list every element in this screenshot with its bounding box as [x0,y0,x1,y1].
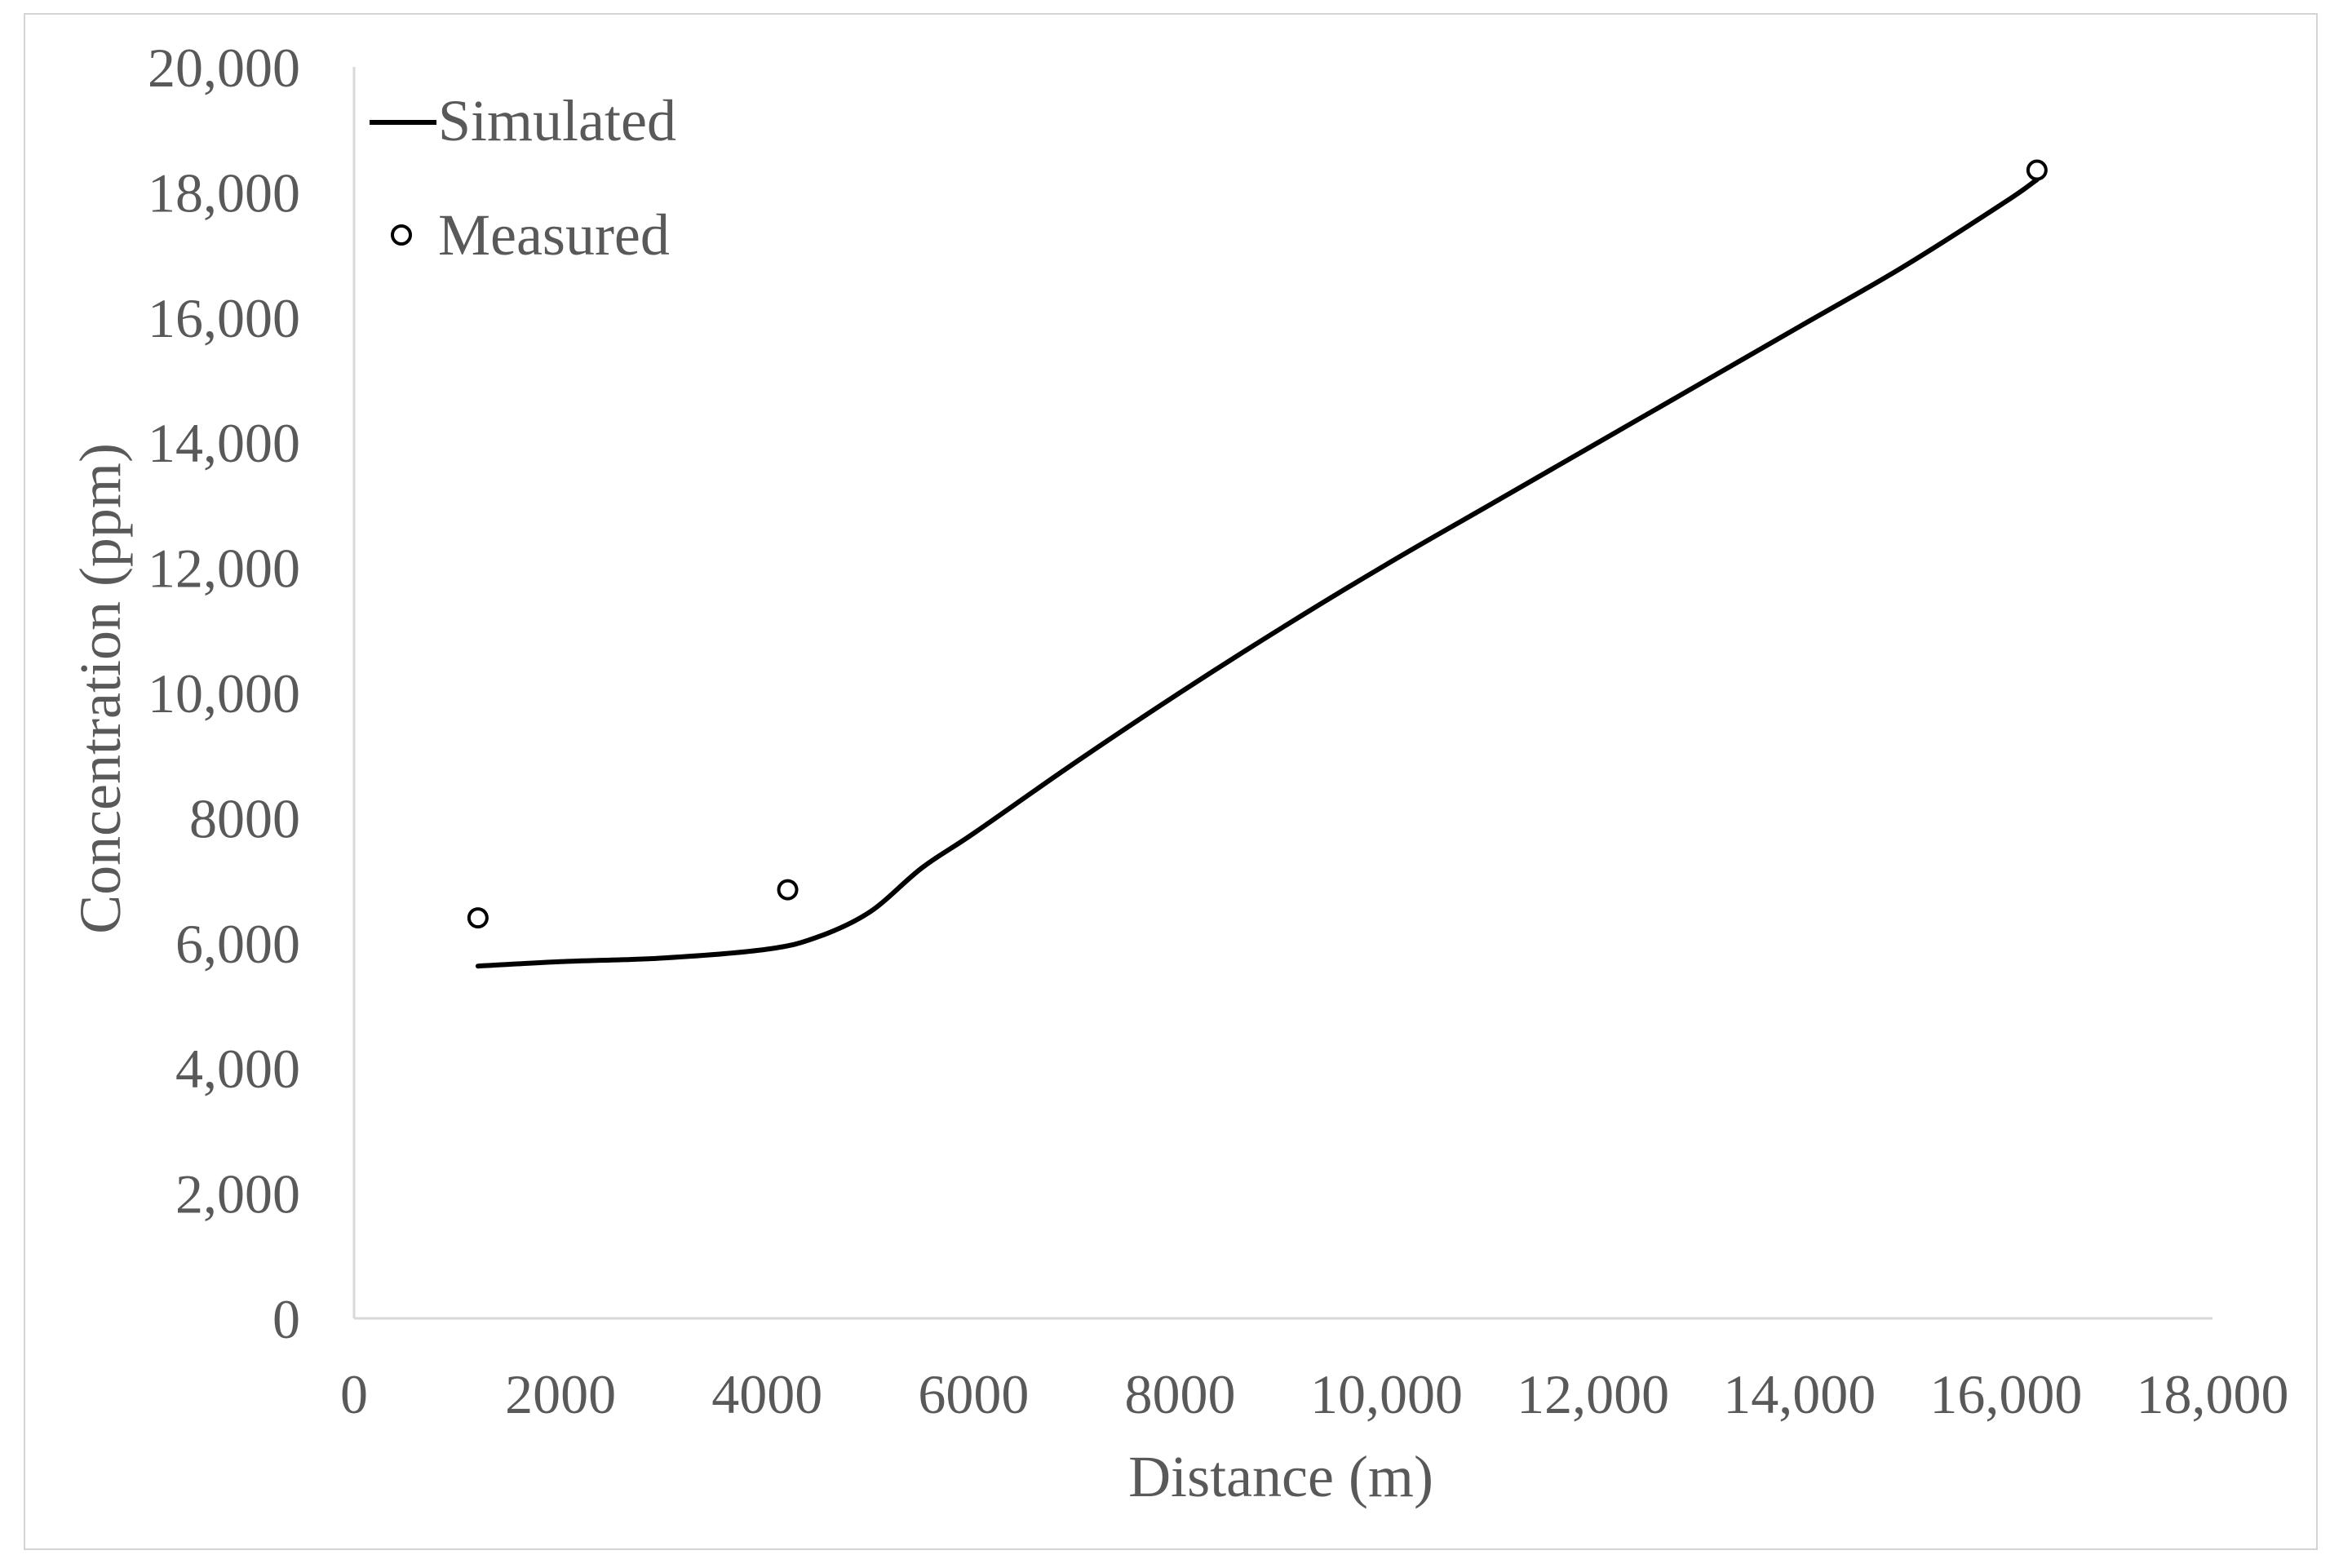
x-tick-label: 6000 [918,1363,1029,1425]
x-tick-label: 10,000 [1310,1363,1463,1425]
x-tick-labels: 0 2000 4000 6000 8000 10,000 12,000 14,000 16,00… [340,1363,2289,1425]
x-tick-label: 0 [340,1363,368,1425]
y-tick-label: 20,000 [148,37,300,99]
y-tick-label: 0 [272,1288,300,1350]
x-tick-label: 18,000 [2137,1363,2289,1425]
y-tick-label: 4,000 [175,1038,300,1100]
x-tick-label: 12,000 [1517,1363,1669,1425]
measured-point [467,907,489,929]
legend-measured-label: Measured [438,202,670,268]
y-tick-label: 10,000 [148,662,300,724]
y-tick-label: 16,000 [148,287,300,349]
series-layer [467,159,2048,969]
axes [352,67,2212,1320]
y-tick-label: 6,000 [175,913,300,975]
x-tick-label: 16,000 [1929,1363,2082,1425]
x-tick-label: 2000 [505,1363,616,1425]
measured-point [777,879,799,901]
legend-simulated-label: Simulated [438,88,676,153]
y-tick-labels: 0 2,000 4,000 6,000 8000 10,000 12,000 14,000 16… [148,37,300,1350]
y-tick-label: 8000 [189,787,300,849]
legend: Simulated Measured [370,88,676,268]
y-tick-label: 12,000 [148,538,300,600]
x-tick-label: 4000 [711,1363,822,1425]
measured-point [2026,159,2048,181]
x-tick-label: 8000 [1124,1363,1235,1425]
y-tick-label: 14,000 [148,412,300,474]
y-axis-title: Concentration (ppm) [68,443,133,934]
y-tick-label: 18,000 [148,162,300,224]
legend-measured-marker [391,224,412,246]
chart-frame [24,13,2318,1550]
x-tick-label: 14,000 [1723,1363,1876,1425]
x-axis-title: Distance (m) [1128,1444,1433,1509]
y-tick-label: 2,000 [175,1163,300,1225]
series-line-simulated [475,177,2040,969]
